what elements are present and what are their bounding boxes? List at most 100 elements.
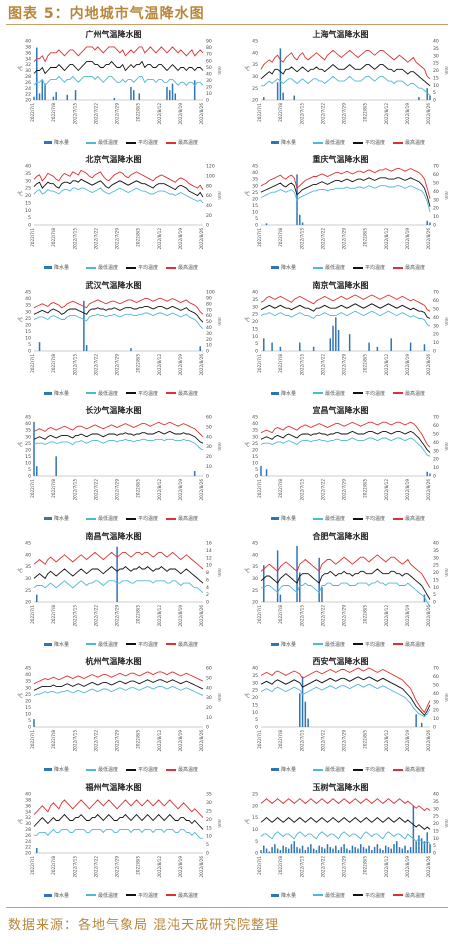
x-tick-label: 2022/7/22 (320, 103, 325, 125)
legend-label: 降水量 (281, 390, 297, 397)
legend-item-rain: 降水量 (271, 264, 296, 271)
legend-label: 最高温度 (178, 140, 199, 146)
y-tick-label: 28 (25, 827, 31, 833)
rain-bar (404, 845, 406, 853)
rain-bar (429, 222, 431, 226)
legend-label: 最低温度 (98, 140, 119, 146)
legend-swatch (271, 141, 279, 144)
rain-bar (332, 325, 334, 351)
x-tick-label: 2022/7/29 (115, 354, 120, 376)
y-tick-label: 35 (252, 673, 258, 679)
y2-tick-label: 0 (433, 98, 436, 104)
legend-swatch (353, 894, 363, 897)
rain-bar (420, 722, 423, 728)
rain-bar (426, 88, 428, 100)
legend-item-rain: 降水量 (44, 139, 69, 146)
y-tick-label: 20 (25, 850, 31, 856)
x-tick-label: 2022/7/8 (278, 103, 283, 122)
x-tick-label: 2022/7/1 (30, 855, 35, 874)
rain-bar (113, 98, 116, 100)
y-tick-label: 30 (25, 685, 31, 691)
y2-tick-label: 30 (433, 198, 439, 204)
y2-tick-label: 10 (206, 833, 212, 839)
rain-bar (368, 342, 370, 351)
y2-axis-label: mm (444, 694, 449, 702)
rain-bar (276, 550, 279, 602)
legend-swatch (44, 642, 52, 646)
y-tick-label: 30 (25, 821, 31, 827)
y-tick-label: 0 (255, 850, 258, 856)
y2-tick-label: 35 (433, 46, 439, 52)
x-tick-label: 2022/8/26 (426, 730, 431, 752)
legend-item-high: 最高温度 (166, 766, 198, 773)
y-tick-label: 25 (252, 588, 258, 594)
y-tick-label: 40 (252, 421, 258, 427)
chart-panel: 广州气温降水图 20 22 24 26 28 30 32 34 36 38 40 0 10 20 30 40 50… (0, 27, 227, 153)
x-tick-label: 2022/8/26 (199, 479, 204, 501)
y2-tick-label: 10 (433, 585, 439, 591)
y-axis-label: ℃ (244, 67, 250, 73)
rain-bar (274, 843, 276, 853)
x-tick-label: 2022/7/15 (72, 604, 77, 626)
y2-tick-label: 4 (206, 585, 209, 591)
y2-tick-label: 30 (206, 331, 212, 337)
y2-tick-label: 30 (433, 806, 439, 812)
legend-swatch (126, 643, 136, 646)
y-tick-label: 40 (25, 164, 31, 170)
rain-bar (396, 840, 398, 853)
legend-label: 平均温度 (138, 265, 159, 272)
legend-label: 平均温度 (365, 641, 386, 648)
y2-axis-label: mm (444, 443, 449, 451)
y2-tick-label: 35 (433, 548, 439, 554)
y2-tick-label: 15 (433, 577, 439, 583)
legend-item-low: 最低温度 (313, 892, 345, 899)
x-tick-label: 2022/7/1 (257, 228, 262, 247)
y2-tick-label: 20 (433, 708, 439, 714)
y-tick-label: 30 (25, 309, 31, 315)
legend-item-avg: 平均温度 (353, 892, 385, 899)
x-tick-label: 2022/8/12 (157, 103, 162, 125)
y2-tick-label: 2 (206, 592, 209, 598)
legend-item-rain: 降水量 (44, 766, 69, 773)
legend-item-high: 最高温度 (393, 766, 425, 773)
legend-label: 降水量 (54, 265, 70, 272)
y-tick-label: 5 (28, 467, 31, 473)
x-tick-label: 2022/8/12 (384, 354, 389, 376)
high-temp-line (33, 671, 204, 685)
y2-tick-label: 40 (433, 791, 439, 797)
y-tick-label: 32 (25, 62, 31, 68)
chart-legend: 降水量 最低温度 平均温度 最高温度 (227, 892, 454, 902)
legend-item-high: 最高温度 (393, 139, 425, 146)
x-tick-label: 2022/7/15 (72, 228, 77, 250)
y-tick-label: 20 (252, 197, 258, 203)
y-tick-label: 10 (252, 210, 258, 216)
y2-tick-label: 20 (433, 332, 439, 338)
y2-tick-label: 0 (433, 599, 436, 605)
rain-bar (359, 843, 362, 853)
y-tick-label: 25 (252, 441, 258, 447)
y-tick-label: 15 (252, 703, 258, 709)
legend-item-avg: 平均温度 (353, 264, 385, 271)
y-tick-label: 5 (255, 717, 258, 723)
legend-item-avg: 平均温度 (353, 766, 385, 773)
y2-tick-label: 5 (433, 843, 436, 849)
y2-tick-label: 40 (433, 315, 439, 321)
x-tick-label: 2022/7/29 (115, 730, 120, 752)
x-tick-label: 2022/7/8 (51, 103, 56, 122)
legend-swatch (393, 894, 403, 897)
legend-label: 最低温度 (98, 892, 119, 899)
x-tick-label: 2022/8/12 (384, 479, 389, 501)
legend-label: 平均温度 (138, 641, 159, 648)
y2-tick-label: 0 (433, 850, 436, 856)
high-temp-line (260, 168, 431, 200)
x-tick-label: 2022/7/8 (278, 604, 283, 623)
y-tick-label: 35 (25, 564, 31, 570)
legend-item-high: 最高温度 (166, 264, 198, 271)
rain-bar (390, 338, 392, 351)
y2-tick-label: 70 (433, 666, 439, 672)
y-tick-label: 10 (252, 710, 258, 716)
rain-bar (66, 94, 68, 100)
y-tick-label: 45 (252, 164, 258, 170)
y2-tick-label: 50 (206, 425, 212, 431)
